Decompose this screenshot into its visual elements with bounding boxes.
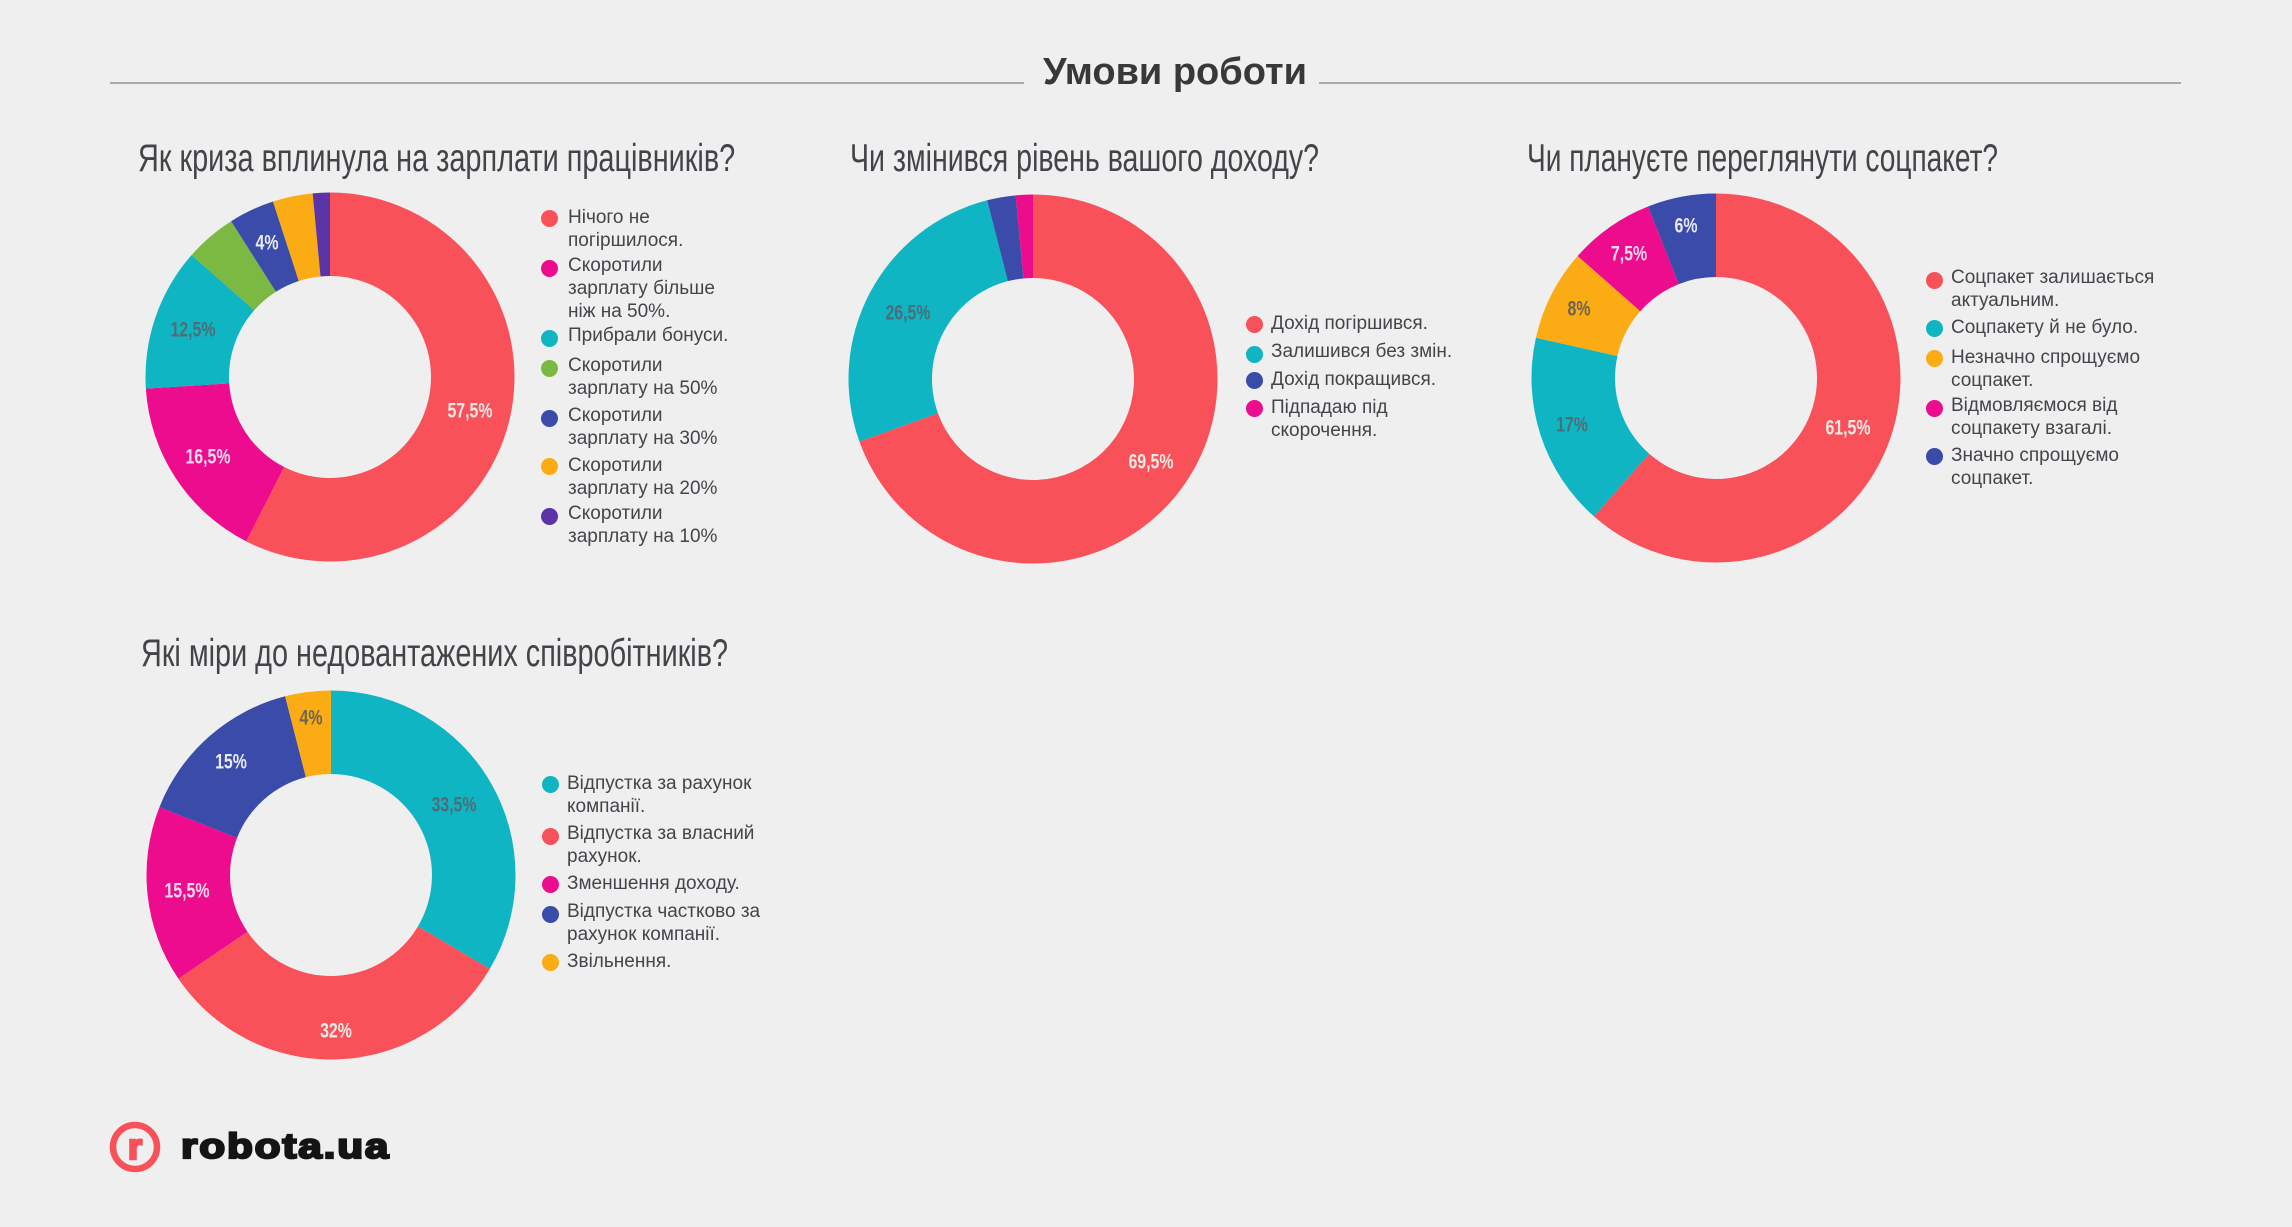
svg-text:r: r (128, 1126, 142, 1167)
